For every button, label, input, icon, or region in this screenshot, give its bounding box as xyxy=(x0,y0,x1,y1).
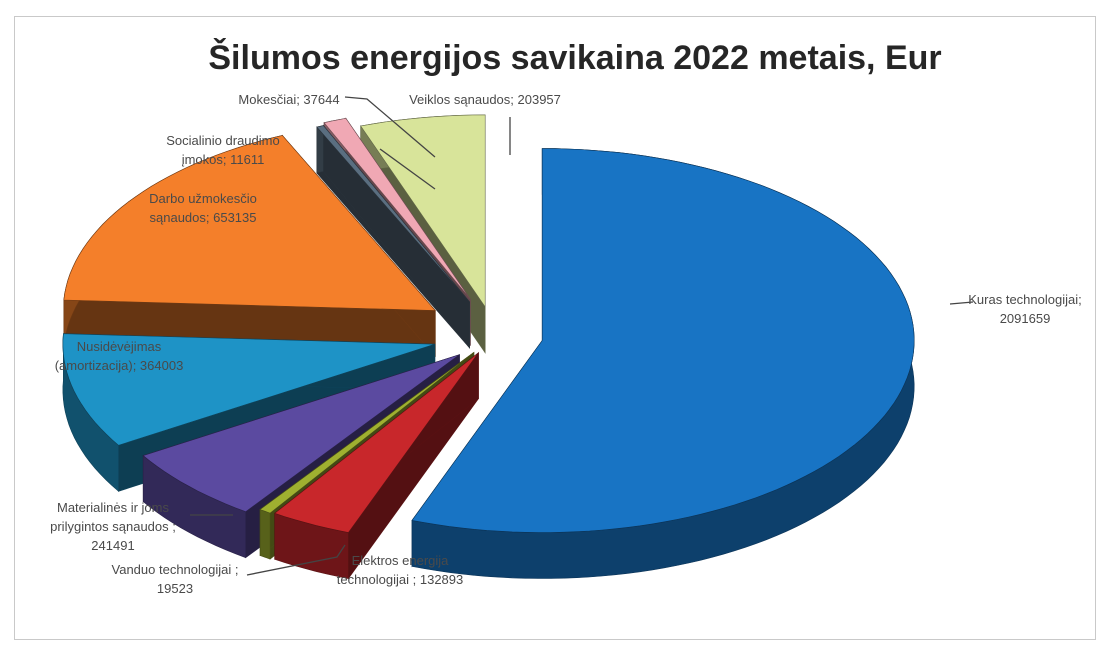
leader-line-mokesciai xyxy=(344,96,436,158)
data-label-nusidevejimas: Nusidėvėjimas (amortizacija); 364003 xyxy=(55,339,184,373)
slice-top xyxy=(323,117,471,300)
pie-chart: Šilumos energijos savikaina 2022 metais,… xyxy=(50,38,1082,596)
slice-top xyxy=(274,352,479,533)
leader-line-kuras xyxy=(949,301,974,305)
data-label-socialinio: Socialinio draudimo įmokos; 11611 xyxy=(166,133,279,167)
data-label-line: Kuras technologijai; xyxy=(968,292,1081,307)
data-label-line: prilygintos sąnaudos ; xyxy=(50,519,176,534)
slice-top xyxy=(142,354,460,513)
data-label-line: 19523 xyxy=(157,581,193,596)
slice-top xyxy=(316,125,470,303)
slice-rim xyxy=(259,509,271,560)
chart-title: Šilumos energijos savikaina 2022 metais,… xyxy=(208,38,941,77)
pie-slice-socialinio xyxy=(316,124,471,349)
data-label-darbo: Darbo užmokesčio sąnaudos; 653135 xyxy=(149,191,257,225)
pie-slice-kuras xyxy=(411,148,915,579)
data-label-line: Nusidėvėjimas xyxy=(77,339,162,354)
data-label-line: 2091659 xyxy=(1000,311,1051,326)
data-label-elektra: Elektros energija technologijai ; 132893 xyxy=(337,553,464,587)
slices-layer xyxy=(62,114,915,580)
data-label-vanduo: Vanduo technologijai ; 19523 xyxy=(112,562,239,596)
data-label-line: Veiklos sąnaudos; 203957 xyxy=(409,92,561,107)
data-label-line: sąnaudos; 653135 xyxy=(150,210,257,225)
slice-top xyxy=(259,352,475,514)
slice-top xyxy=(360,114,486,308)
data-label-line: (amortizacija); 364003 xyxy=(55,358,184,373)
data-label-line: Mokesčiai; 37644 xyxy=(238,92,339,107)
data-label-line: Darbo užmokesčio xyxy=(149,191,257,206)
data-label-line: Socialinio draudimo xyxy=(166,133,279,148)
slice-top xyxy=(63,135,436,311)
data-label-line: 241491 xyxy=(91,538,134,553)
pie-slice-elektra xyxy=(274,351,479,580)
data-label-line: įmokos; 11611 xyxy=(182,152,265,167)
data-label-line: Elektros energija xyxy=(352,553,450,568)
data-label-mokesciai: Mokesčiai; 37644 xyxy=(238,92,339,107)
slice-top xyxy=(62,333,435,446)
data-label-line: Materialinės ir joms xyxy=(57,500,169,515)
data-label-veiklos: Veiklos sąnaudos; 203957 xyxy=(409,92,561,107)
data-labels: Kuras technologijai; 2091659 Elektros ener… xyxy=(50,92,1082,596)
leader-line-socialinio xyxy=(379,148,436,190)
chart-frame: Šilumos energijos savikaina 2022 metais,… xyxy=(14,16,1096,640)
data-label-line: technologijai ; 132893 xyxy=(337,572,464,587)
data-label-materialines: Materialinės ir joms prilygintos sąnaudos… xyxy=(50,500,176,553)
data-label-kuras: Kuras technologijai; 2091659 xyxy=(968,292,1081,326)
data-label-line: Vanduo technologijai ; xyxy=(112,562,239,577)
slice-top xyxy=(411,148,915,533)
leader-line-vanduo xyxy=(246,544,346,576)
leader-lines xyxy=(190,96,974,576)
